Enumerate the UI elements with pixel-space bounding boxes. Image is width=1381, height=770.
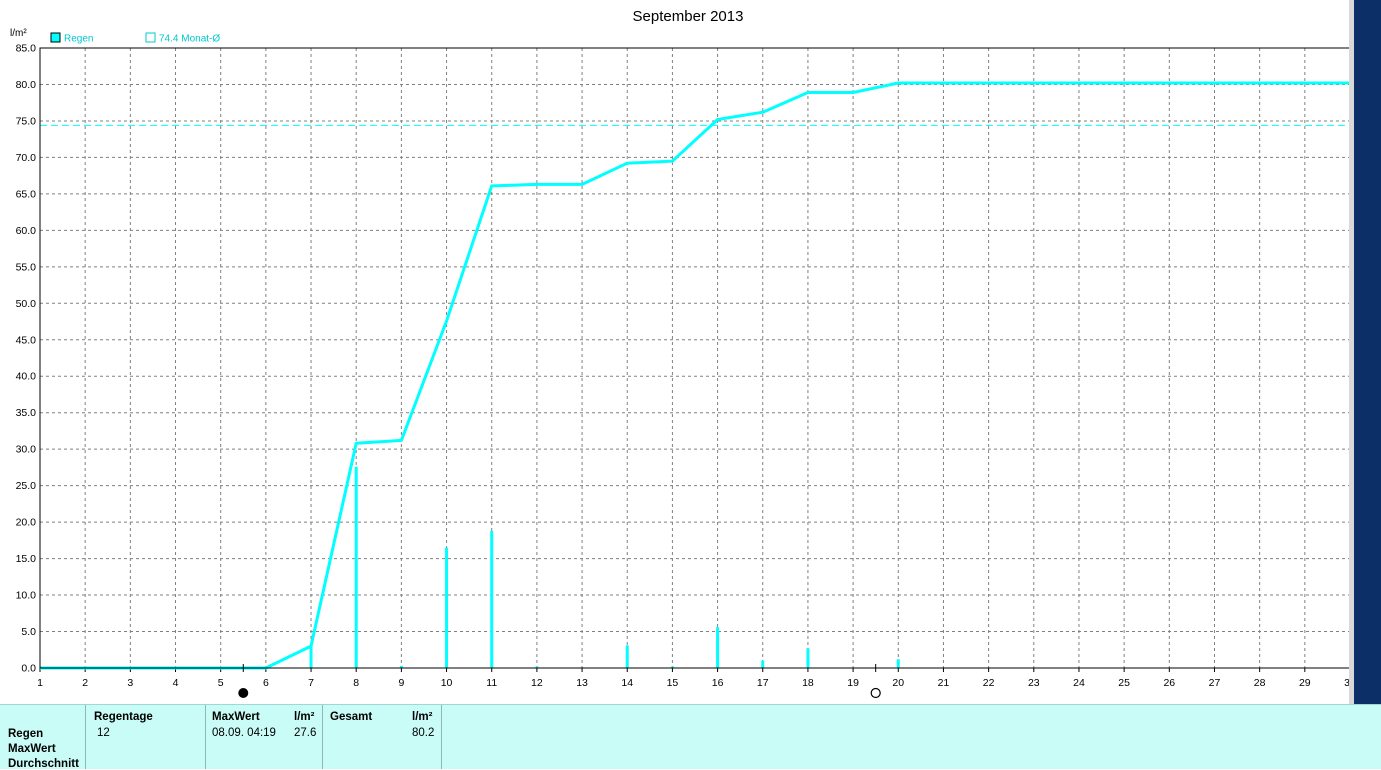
window-border [1354,0,1381,705]
gesamt-header: Gesamt [330,711,373,723]
x-tick-label: 25 [1118,677,1130,689]
row-label-durchschnitt: Durchschnitt [8,758,79,770]
maxwert-value: 27.6 [294,727,317,739]
chart-title: September 2013 [633,8,744,25]
stats-maxwert-column: MaxWert l/m² 08.09. 04:19 27.6 [206,705,323,769]
y-tick-label: 10.0 [16,590,37,602]
x-tick-label: 3 [127,677,133,689]
x-tick-label: 23 [1028,677,1040,689]
y-tick-label: 40.0 [16,371,37,383]
daily-rain-bar [399,665,403,668]
x-tick-label: 15 [667,677,679,689]
daily-rain-bar [716,627,720,668]
regentage-header: Regentage [94,711,153,723]
x-tick-label: 17 [757,677,769,689]
x-tick-label: 26 [1163,677,1175,689]
x-tick-label: 24 [1073,677,1085,689]
cumulative-rain-line [40,81,1350,670]
y-tick-label: 15.0 [16,553,37,565]
x-tick-label: 20 [892,677,904,689]
x-tick-label: 16 [712,677,724,689]
y-tick-label: 80.0 [16,79,37,91]
maxwert-date: 08.09. 04:19 [212,727,276,739]
stats-gesamt-column: Gesamt l/m² 80.2 [323,705,442,769]
x-tick-label: 8 [353,677,359,689]
y-tick-label: 5.0 [21,626,36,638]
stats-row-labels-column: Regen MaxWert Durchschnitt [0,705,86,770]
statistics-panel: Regen MaxWert Durchschnitt Regentage 12 … [0,704,1381,770]
x-tick-label: 10 [441,677,453,689]
regentage-value: 12 [97,727,110,739]
maxwert-unit: l/m² [294,711,315,723]
daily-rain-bar [806,648,810,668]
y-tick-label: 70.0 [16,152,37,164]
y-tick-label: 55.0 [16,261,37,273]
legend-swatch-average [145,32,156,43]
x-tick-label: 11 [486,677,497,689]
x-tick-label: 7 [308,677,314,689]
y-tick-label: 20.0 [16,517,37,529]
y-tick-label: 35.0 [16,407,37,419]
x-tick-label: 5 [218,677,224,689]
cumulative-rain-line-group [40,81,1350,670]
x-tick-label: 28 [1254,677,1266,689]
legend-swatch-regen [50,32,61,43]
daily-rain-bar [896,659,900,668]
x-tick-label: 21 [938,677,950,689]
daily-rain-bar [354,466,358,668]
x-axis-ticks: 1 2 3 4 5 6 7 8 9 10 11 12 13 14 15 16 17 18 19 20 21 22 23 24 2… [37,668,1356,689]
daily-rain-bar [490,530,494,668]
x-tick-label: 29 [1299,677,1311,689]
new-moon-icon [238,688,249,698]
y-tick-label: 75.0 [16,115,37,127]
y-axis-unit-label: l/m² [10,28,27,39]
y-tick-label: 50.0 [16,298,37,310]
x-tick-label: 19 [847,677,859,689]
x-tick-label: 22 [983,677,995,689]
y-tick-label: 65.0 [16,188,37,200]
x-tick-label: 18 [802,677,814,689]
window-edge [1349,0,1354,705]
daily-rain-bar [670,666,674,668]
legend-label-average: 74.4 Monat-Ø [159,34,220,45]
x-tick-label: 13 [576,677,588,689]
daily-rain-bar [535,666,539,668]
y-tick-label: 30.0 [16,444,37,456]
moon-phase-markers [238,664,881,699]
maxwert-header: MaxWert [212,711,260,723]
row-label-maxwert: MaxWert [8,743,56,755]
y-tick-label: 85.0 [16,43,37,55]
daily-rain-bar [309,646,313,668]
rain-chart: September 2013 l/m² Regen 74.4 Monat-Ø 0… [10,8,1356,699]
x-tick-label: 1 [37,677,43,689]
legend-label-regen: Regen [64,34,93,45]
gesamt-unit: l/m² [412,711,433,723]
y-tick-label: 45.0 [16,334,37,346]
daily-rain-bar [761,660,765,668]
x-tick-label: 27 [1209,677,1221,689]
stats-regentage-column: Regentage 12 [86,705,206,769]
x-tick-label: 6 [263,677,269,689]
y-tick-label: 25.0 [16,480,37,492]
x-tick-label: 14 [621,677,633,689]
y-tick-label: 60.0 [16,225,37,237]
x-tick-label: 12 [531,677,543,689]
x-tick-label: 2 [82,677,88,689]
chart-grid [40,48,1350,668]
x-tick-label: 9 [398,677,404,689]
y-axis-ticks: 0.0 5.0 10.0 15.0 20.0 25.0 30.0 35.0 40.0 45.0 50… [16,43,37,675]
legend: Regen 74.4 Monat-Ø [50,32,220,45]
y-tick-label: 0.0 [21,663,36,675]
x-tick-label: 4 [173,677,179,689]
daily-rain-bar [625,645,629,668]
gesamt-value: 80.2 [412,727,435,739]
daily-rain-bar [445,547,449,668]
full-moon-icon [870,687,881,699]
daily-rain-bars [309,466,900,668]
row-label-regen: Regen [8,728,44,740]
